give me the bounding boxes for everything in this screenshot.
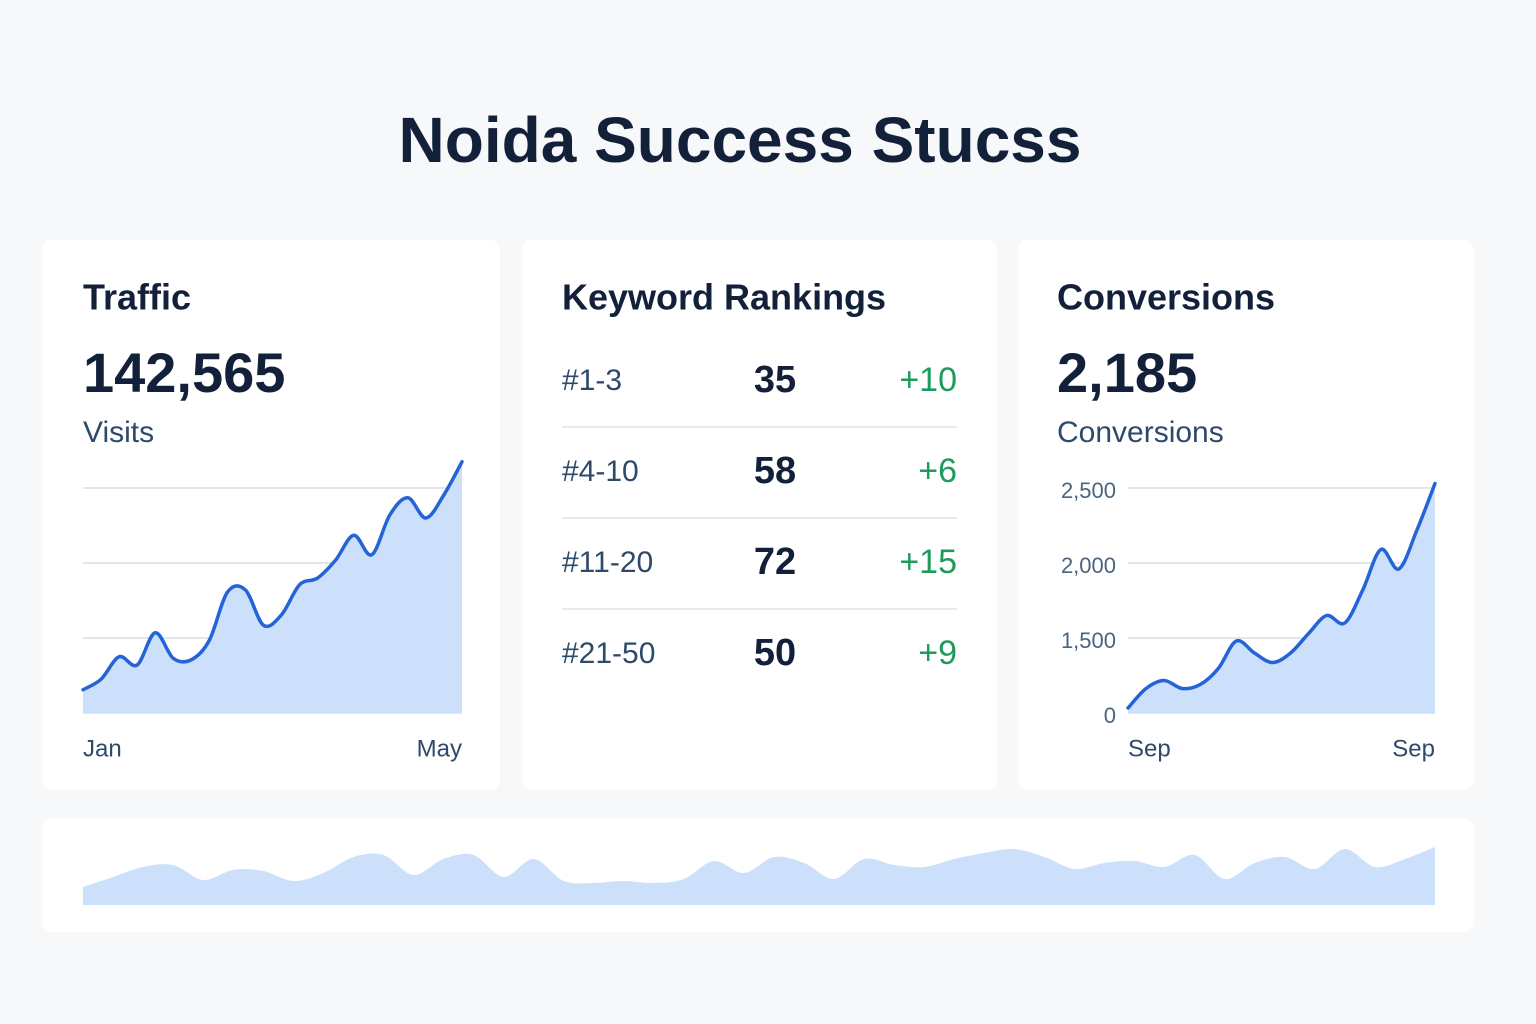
metric-unit: Visits — [83, 416, 154, 449]
y-tick-label: 2,000 — [1061, 553, 1116, 578]
x-tick-label: Sep — [1128, 735, 1171, 762]
card-heading: Keyword Rankings — [562, 277, 886, 318]
page-title: Noida Success Stucss — [399, 104, 1082, 176]
area — [83, 847, 1435, 905]
card-heading: Conversions — [1057, 277, 1275, 318]
rank-range: #1-3 — [562, 364, 622, 397]
rank-change: +10 — [899, 361, 957, 399]
rank-change: +15 — [899, 543, 957, 581]
keywords-card — [522, 240, 997, 790]
metric-value: 2,185 — [1057, 341, 1197, 404]
keyword-count: 72 — [754, 541, 796, 583]
area — [83, 461, 462, 713]
x-tick-label: Sep — [1392, 735, 1435, 762]
metric-unit: Conversions — [1057, 416, 1224, 449]
rank-change: +9 — [918, 634, 957, 672]
line — [1126, 481, 1437, 710]
keyword-count: 50 — [754, 632, 796, 674]
rank-range: #21-50 — [562, 637, 655, 670]
area — [1128, 483, 1435, 713]
y-tick-label: 2,500 — [1061, 478, 1116, 503]
keyword-count: 35 — [754, 359, 796, 401]
y-tick-label: 0 — [1104, 703, 1116, 728]
rank-change: +6 — [918, 452, 957, 490]
x-tick-label: May — [417, 735, 462, 762]
line — [81, 460, 464, 692]
rank-range: #4-10 — [562, 455, 639, 488]
metric-value: 142,565 — [83, 341, 285, 404]
x-tick-label: Jan — [83, 735, 122, 762]
card-heading: Traffic — [83, 277, 191, 318]
rank-range: #11-20 — [562, 546, 653, 579]
y-tick-label: 1,500 — [1061, 628, 1116, 653]
keyword-count: 58 — [754, 450, 796, 492]
